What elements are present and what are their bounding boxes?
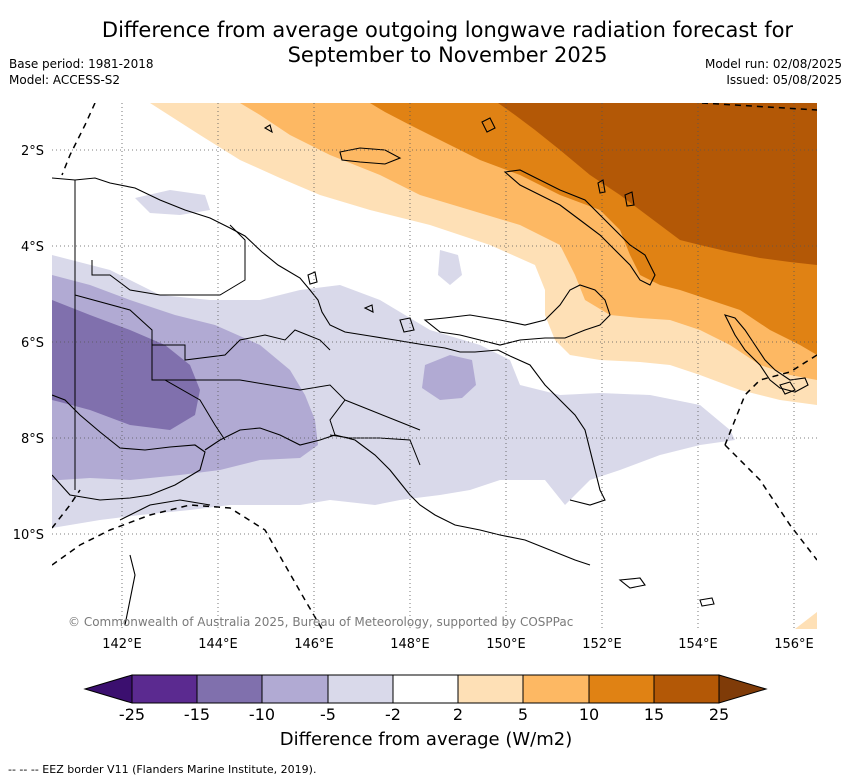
colorbar-segment-6 (457, 674, 524, 704)
eez-southeast-lower (724, 444, 817, 561)
province-border-western (74, 294, 240, 381)
lat-labels: 2°S 4°S 6°S 8°S 10°S (13, 144, 44, 543)
gulf-of-papua-coast (204, 427, 591, 566)
anomaly-minus2-patch-north (135, 190, 210, 215)
coastlines (52, 117, 809, 626)
lon-label-142e: 142°E (102, 637, 142, 652)
eez-borders (52, 103, 817, 629)
eez-east (701, 103, 817, 111)
meta-right: Model run: 02/08/2025 Issued: 05/08/2025 (705, 56, 842, 88)
islands-north (263, 117, 635, 207)
papua-west-coast (52, 177, 511, 357)
map-area: © Commonwealth of Australia 2025, Bureau… (52, 103, 817, 629)
colorbar-label: Difference from average (W/m2) (279, 729, 573, 750)
colorbar-tick-8: 10 (579, 705, 599, 724)
province-border-sepik (91, 224, 246, 296)
new-guinea-south-coast (52, 394, 206, 501)
province-border-gulf (239, 379, 346, 436)
colorbar-min-arrow (83, 674, 133, 704)
lat-label-10s: 10°S (13, 528, 44, 543)
province-border-morobe (344, 399, 421, 431)
papua-new-guinea-east-coast (509, 355, 606, 506)
islands-east (618, 381, 796, 607)
lon-label-146e: 146°E (294, 637, 334, 652)
model-name: Model: ACCESS-S2 (9, 73, 121, 87)
anomaly-plus15-band (498, 103, 817, 265)
colorbar-segment-2 (196, 674, 263, 704)
province-border-southern (164, 379, 226, 441)
new-britain-coast (423, 284, 611, 346)
title-line-1: Difference from average outgoing longwav… (101, 18, 794, 42)
lat-label-8s: 8°S (21, 432, 44, 447)
lon-label-144e: 144°E (198, 637, 238, 652)
copyright-notice: © Commonwealth of Australia 2025, Bureau… (68, 615, 573, 629)
torres-strait-coast (119, 499, 211, 626)
colorbar-tick-9: 15 (644, 705, 664, 724)
model-run: Model run: 02/08/2025 (704, 57, 842, 71)
colorbar-segment-5 (392, 674, 459, 704)
colorbar: -25 -15 -10 -5 -2 2 5 10 15 25 (83, 674, 768, 724)
eez-west (61, 103, 96, 176)
anomaly-minus10-region (52, 300, 200, 430)
colorbar-tick-7: 5 (518, 705, 528, 724)
meta-left: Base period: 1981-2018 Model: ACCESS-S2 (9, 56, 154, 88)
colorbar-tick-10: 25 (709, 705, 729, 724)
title-line-2: September to November 2025 (287, 43, 608, 67)
lon-label-154e: 154°E (678, 637, 718, 652)
colorbar-tick-1: -25 (119, 705, 145, 724)
eez-southeast (724, 354, 817, 446)
colorbar-segment-4 (327, 674, 394, 704)
colorbar-segment-8 (588, 674, 655, 704)
colorbar-tick-4: -5 (320, 705, 336, 724)
colorbar-tick-3: -10 (249, 705, 275, 724)
manus-island-coast (339, 147, 402, 165)
lon-label-148e: 148°E (390, 637, 430, 652)
colorbar-tick-5: -2 (385, 705, 401, 724)
bougainville-coast (723, 314, 809, 393)
anomaly-minus5-patch (422, 355, 476, 400)
chart-title: Difference from average outgoing longwav… (60, 18, 835, 68)
base-period: Base period: 1981-2018 (9, 57, 154, 71)
lat-label-4s: 4°S (21, 240, 44, 255)
colorbar-segment-7 (522, 674, 590, 704)
lon-label-150e: 150°E (486, 637, 526, 652)
colorbar-segment-9 (653, 674, 720, 704)
province-border-highlands (152, 329, 331, 361)
lon-label-156e: 156°E (774, 637, 814, 652)
colorbar-tick-2: -15 (184, 705, 210, 724)
lon-label-152e: 152°E (582, 637, 622, 652)
issued-date: Issued: 05/08/2025 (726, 73, 842, 87)
small-islands (307, 271, 415, 333)
colorbar-tick-6: 2 (453, 705, 463, 724)
colorbar-max-arrow (718, 674, 768, 704)
anomaly-plus2-corner (795, 612, 817, 629)
lon-labels: 142°E 144°E 146°E 148°E 150°E 152°E 154°… (102, 637, 814, 652)
eez-footnote: -- -- -- EEZ border V11 (Flanders Marine… (8, 763, 317, 776)
anomaly-minus2-patch-mid (438, 250, 462, 285)
lat-label-6s: 6°S (21, 336, 44, 351)
lat-label-2s: 2°S (21, 144, 44, 159)
colorbar-segment-1 (131, 674, 198, 704)
colorbar-segment-3 (261, 674, 329, 704)
new-ireland-coast (503, 169, 656, 286)
